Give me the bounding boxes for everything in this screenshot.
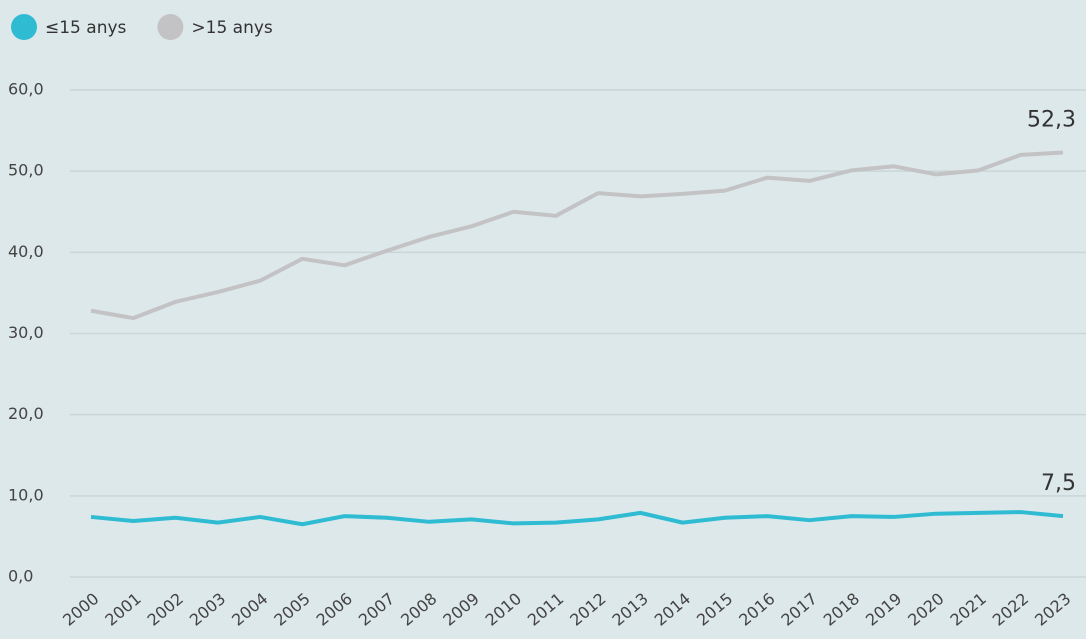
x-tick-label: 2015 <box>693 589 736 630</box>
x-tick-label: 2010 <box>482 589 525 630</box>
x-tick-label: 2001 <box>101 589 144 630</box>
line <box>90 150 1064 321</box>
legend-label: >15 anys <box>191 18 273 38</box>
x-tick-label: 2002 <box>144 589 187 630</box>
x-tick-label: 2003 <box>186 589 229 630</box>
x-tick-label: 2011 <box>524 589 567 630</box>
x-tick-label: 2006 <box>313 589 356 630</box>
value-label: 7,5 <box>1041 471 1076 496</box>
legend-swatch <box>11 14 37 40</box>
x-tick-label: 2017 <box>777 589 820 630</box>
x-tick-label: 2004 <box>228 589 271 630</box>
value-label: 52,3 <box>1027 107 1076 132</box>
x-tick-label: 2023 <box>1031 589 1074 630</box>
y-tick-label: 20,0 <box>8 404 44 423</box>
x-tick-label: 2009 <box>439 589 482 630</box>
line <box>90 510 1064 527</box>
x-tick-label: 2020 <box>904 589 947 630</box>
x-tick-label: 2013 <box>608 589 651 630</box>
legend-swatch <box>157 14 184 40</box>
x-tick-label: 2016 <box>735 589 778 630</box>
y-tick-label: 50,0 <box>8 161 44 180</box>
x-tick-label: 2005 <box>270 589 313 630</box>
y-tick-label: 30,0 <box>8 323 44 342</box>
x-tick-label: 2019 <box>862 589 905 630</box>
x-tick-label: 2021 <box>947 589 990 630</box>
x-tick-label: 2007 <box>355 589 398 630</box>
y-tick-label: 10,0 <box>8 485 44 504</box>
x-tick-label: 2012 <box>566 589 609 630</box>
x-tick-label: 2018 <box>820 589 863 630</box>
x-tick-label: 2014 <box>651 589 694 630</box>
x-tick-label: 2022 <box>989 589 1032 630</box>
y-tick-label: 60,0 <box>8 80 44 99</box>
legend-label: ≤15 anys <box>45 18 127 38</box>
y-tick-label: 0,0 <box>8 567 33 586</box>
y-tick-label: 40,0 <box>8 242 44 261</box>
x-tick-label: 2008 <box>397 589 440 630</box>
x-tick-label: 2000 <box>59 589 102 630</box>
